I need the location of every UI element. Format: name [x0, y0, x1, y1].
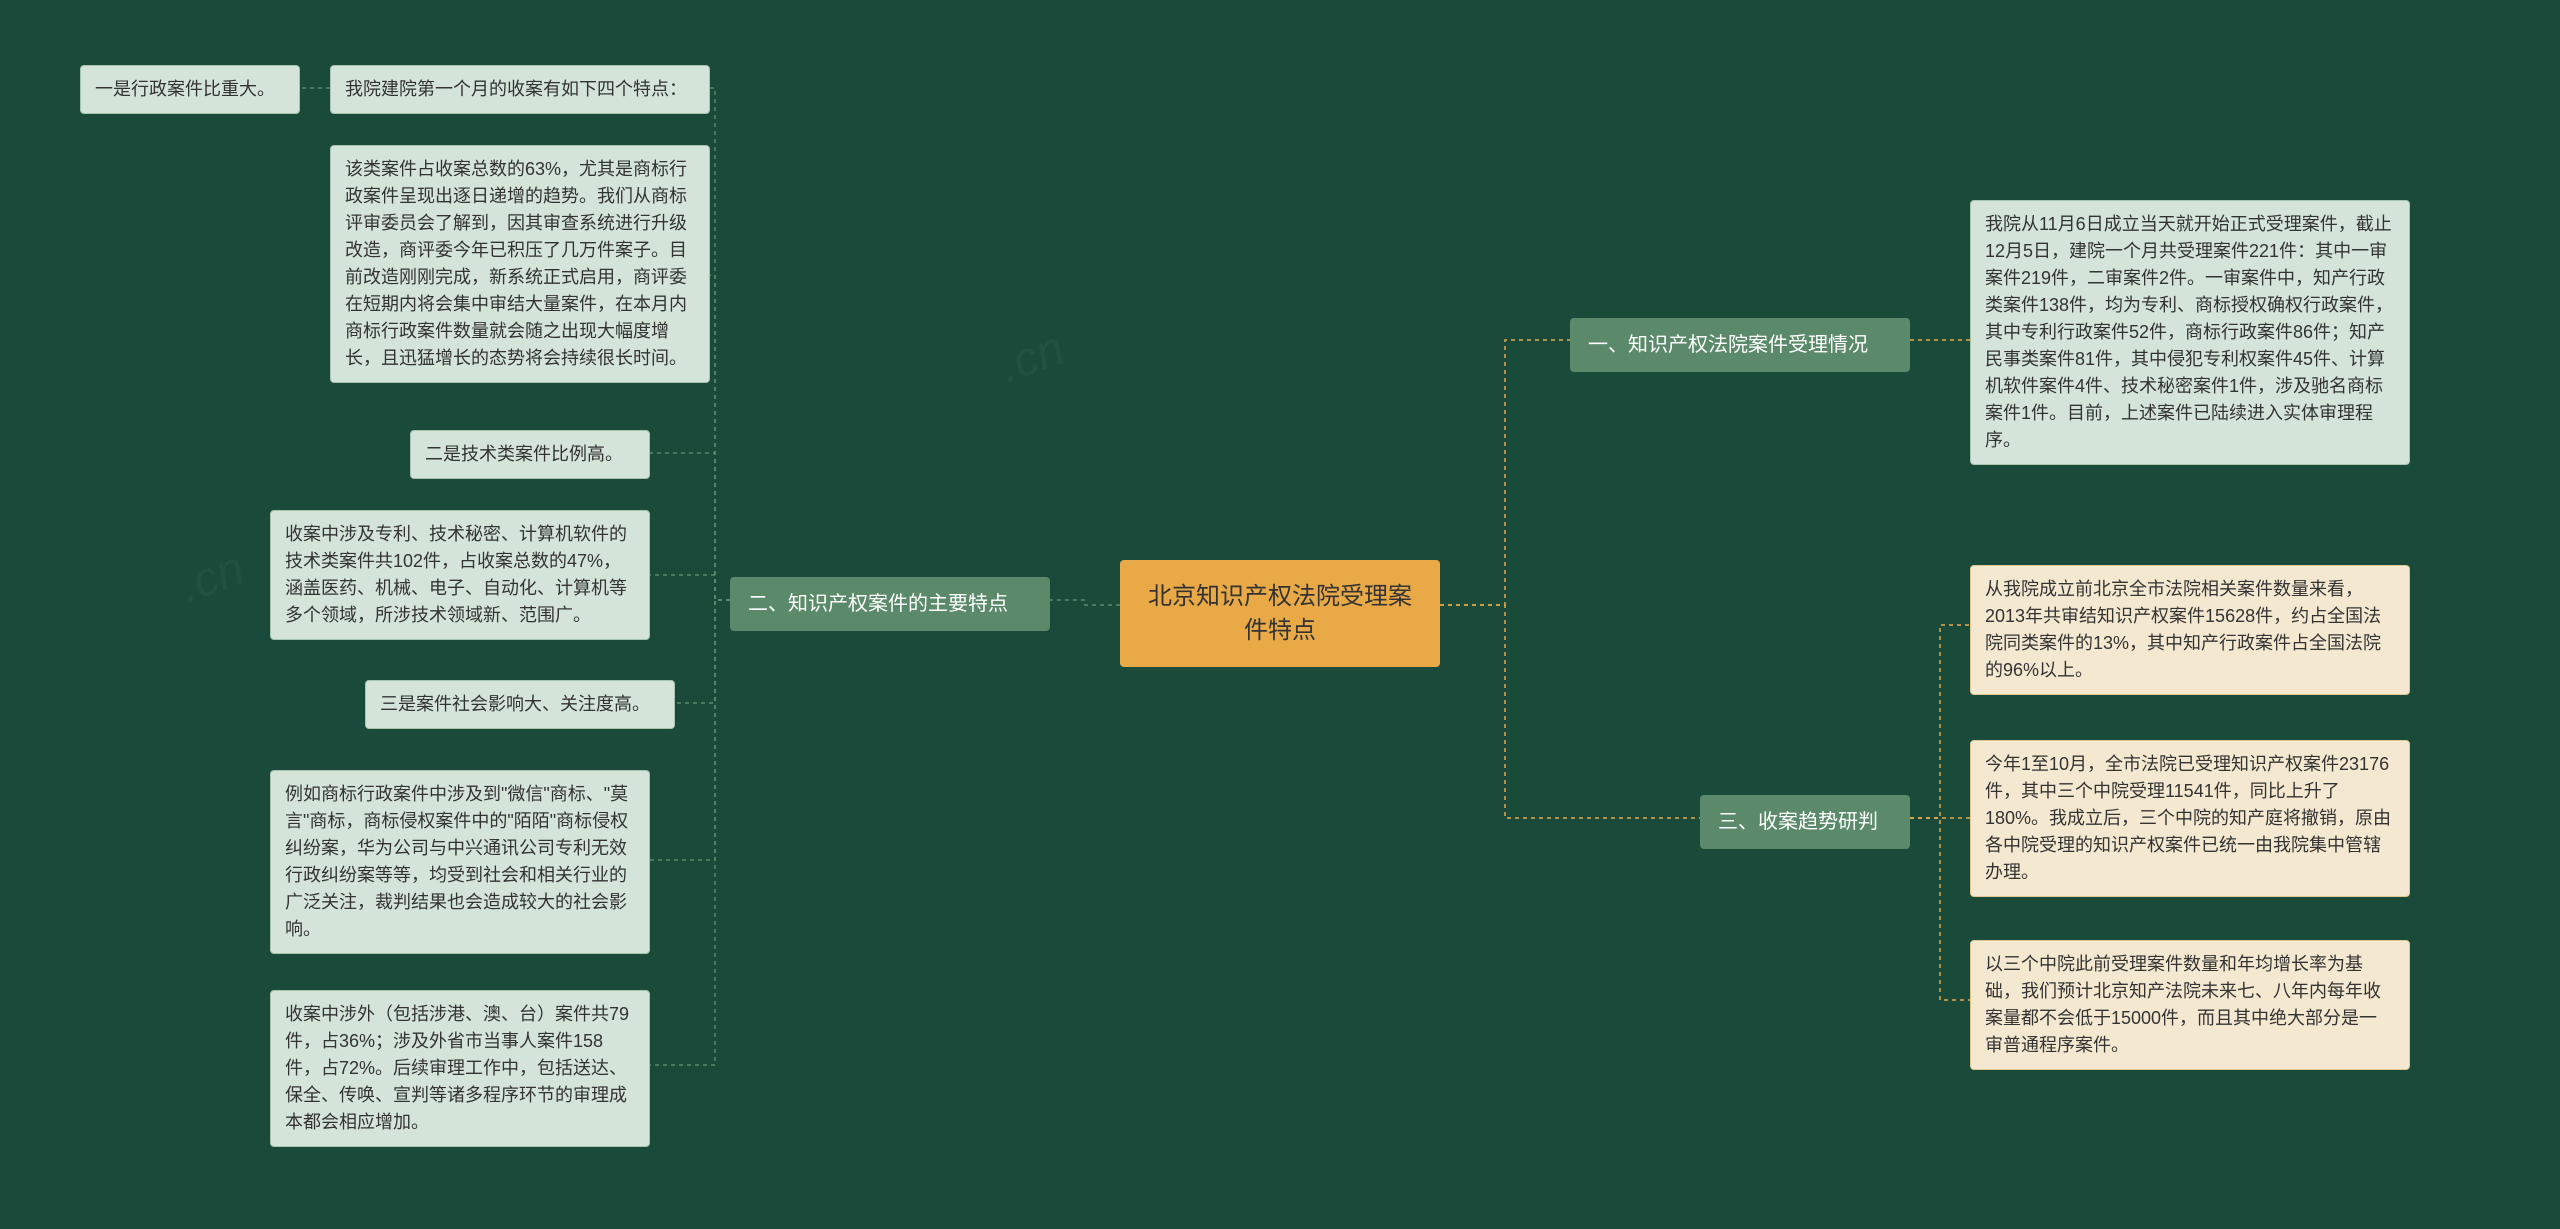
- leaf-text: 从我院成立前北京全市法院相关案件数量来看，2013年共审结知识产权案件15628…: [1985, 579, 2381, 680]
- leaf-text: 我院从11月6日成立当天就开始正式受理案件，截止12月5日，建院一个月共受理案件…: [1985, 214, 2393, 450]
- leaf-left-1: 该类案件占收案总数的63%，尤其是商标行政案件呈现出逐日递增的趋势。我们从商标评…: [330, 145, 710, 383]
- center-node: 北京知识产权法院受理案件特点: [1120, 560, 1440, 667]
- leaf-left-0-sub: 一是行政案件比重大。: [80, 65, 300, 114]
- leaf-text: 今年1至10月，全市法院已受理知识产权案件23176件，其中三个中院受理1154…: [1985, 754, 2391, 882]
- leaf-text: 收案中涉及专利、技术秘密、计算机软件的技术类案件共102件，占收案总数的47%，…: [285, 524, 627, 625]
- branch-label: 二、知识产权案件的主要特点: [748, 593, 1008, 615]
- branch-right-3: 三、收案趋势研判: [1700, 795, 1910, 849]
- center-text: 北京知识产权法院受理案件特点: [1148, 583, 1412, 644]
- branch-label: 三、收案趋势研判: [1718, 811, 1878, 833]
- branch-right-1: 一、知识产权法院案件受理情况: [1570, 318, 1910, 372]
- leaf-text: 二是技术类案件比例高。: [425, 444, 623, 464]
- watermark: .cn: [173, 541, 252, 615]
- leaf-text: 三是案件社会影响大、关注度高。: [380, 694, 650, 714]
- leaf-text: 该类案件占收案总数的63%，尤其是商标行政案件呈现出逐日递增的趋势。我们从商标评…: [345, 159, 687, 368]
- watermark: .cn: [993, 321, 1072, 395]
- branch-label: 一、知识产权法院案件受理情况: [1588, 334, 1868, 356]
- leaf-right-3-2: 以三个中院此前受理案件数量和年均增长率为基础，我们预计北京知产法院未来七、八年内…: [1970, 940, 2410, 1070]
- leaf-left-2: 二是技术类案件比例高。: [410, 430, 650, 479]
- leaf-left-3: 收案中涉及专利、技术秘密、计算机软件的技术类案件共102件，占收案总数的47%，…: [270, 510, 650, 640]
- leaf-text: 收案中涉外（包括涉港、澳、台）案件共79件，占36%；涉及外省市当事人案件158…: [285, 1004, 629, 1132]
- leaf-left-4: 三是案件社会影响大、关注度高。: [365, 680, 675, 729]
- leaf-text: 我院建院第一个月的收案有如下四个特点：: [345, 79, 687, 99]
- branch-left-2: 二、知识产权案件的主要特点: [730, 577, 1050, 631]
- leaf-left-5: 例如商标行政案件中涉及到"微信"商标、"莫言"商标，商标侵权案件中的"陌陌"商标…: [270, 770, 650, 954]
- leaf-left-6: 收案中涉外（包括涉港、澳、台）案件共79件，占36%；涉及外省市当事人案件158…: [270, 990, 650, 1147]
- leaf-right-3-1: 今年1至10月，全市法院已受理知识产权案件23176件，其中三个中院受理1154…: [1970, 740, 2410, 897]
- leaf-text: 一是行政案件比重大。: [95, 79, 275, 99]
- leaf-right-1-0: 我院从11月6日成立当天就开始正式受理案件，截止12月5日，建院一个月共受理案件…: [1970, 200, 2410, 465]
- leaf-text: 以三个中院此前受理案件数量和年均增长率为基础，我们预计北京知产法院未来七、八年内…: [1985, 954, 2381, 1055]
- leaf-right-3-0: 从我院成立前北京全市法院相关案件数量来看，2013年共审结知识产权案件15628…: [1970, 565, 2410, 695]
- leaf-text: 例如商标行政案件中涉及到"微信"商标、"莫言"商标，商标侵权案件中的"陌陌"商标…: [285, 784, 628, 939]
- leaf-left-0: 我院建院第一个月的收案有如下四个特点：: [330, 65, 710, 114]
